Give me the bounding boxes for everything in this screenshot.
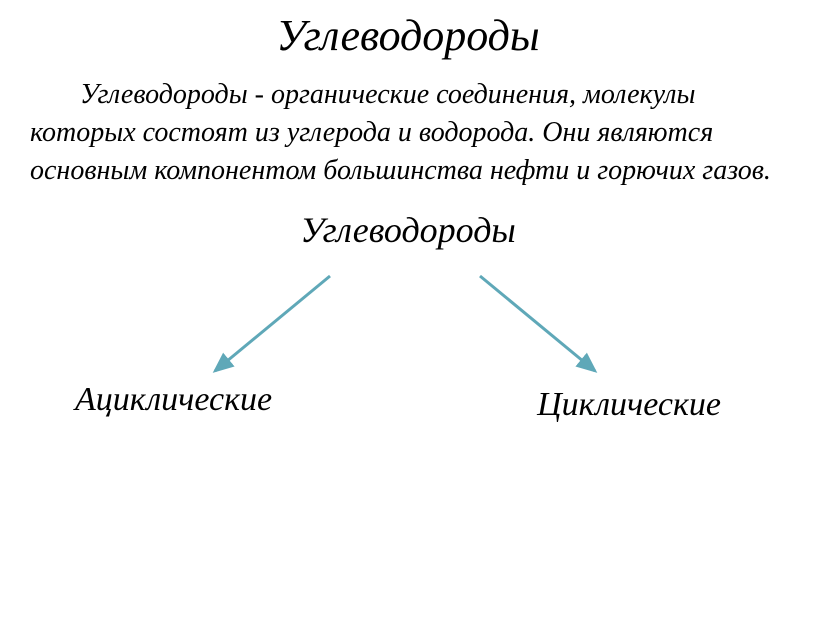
diagram-root-label: Углеводороды	[0, 209, 816, 251]
page-title: Углеводороды	[0, 10, 816, 61]
arrow-left	[215, 276, 330, 371]
branch-right-label: Циклические	[537, 386, 721, 424]
diagram-branches: Ациклические Циклические	[0, 261, 816, 461]
description-paragraph: Углеводороды - органические соединения, …	[0, 76, 816, 189]
diagram-arrows-svg	[0, 261, 816, 461]
arrow-right	[480, 276, 595, 371]
branch-left-label: Ациклические	[75, 381, 272, 419]
slide-container: Углеводороды Углеводороды - органические…	[0, 10, 816, 623]
